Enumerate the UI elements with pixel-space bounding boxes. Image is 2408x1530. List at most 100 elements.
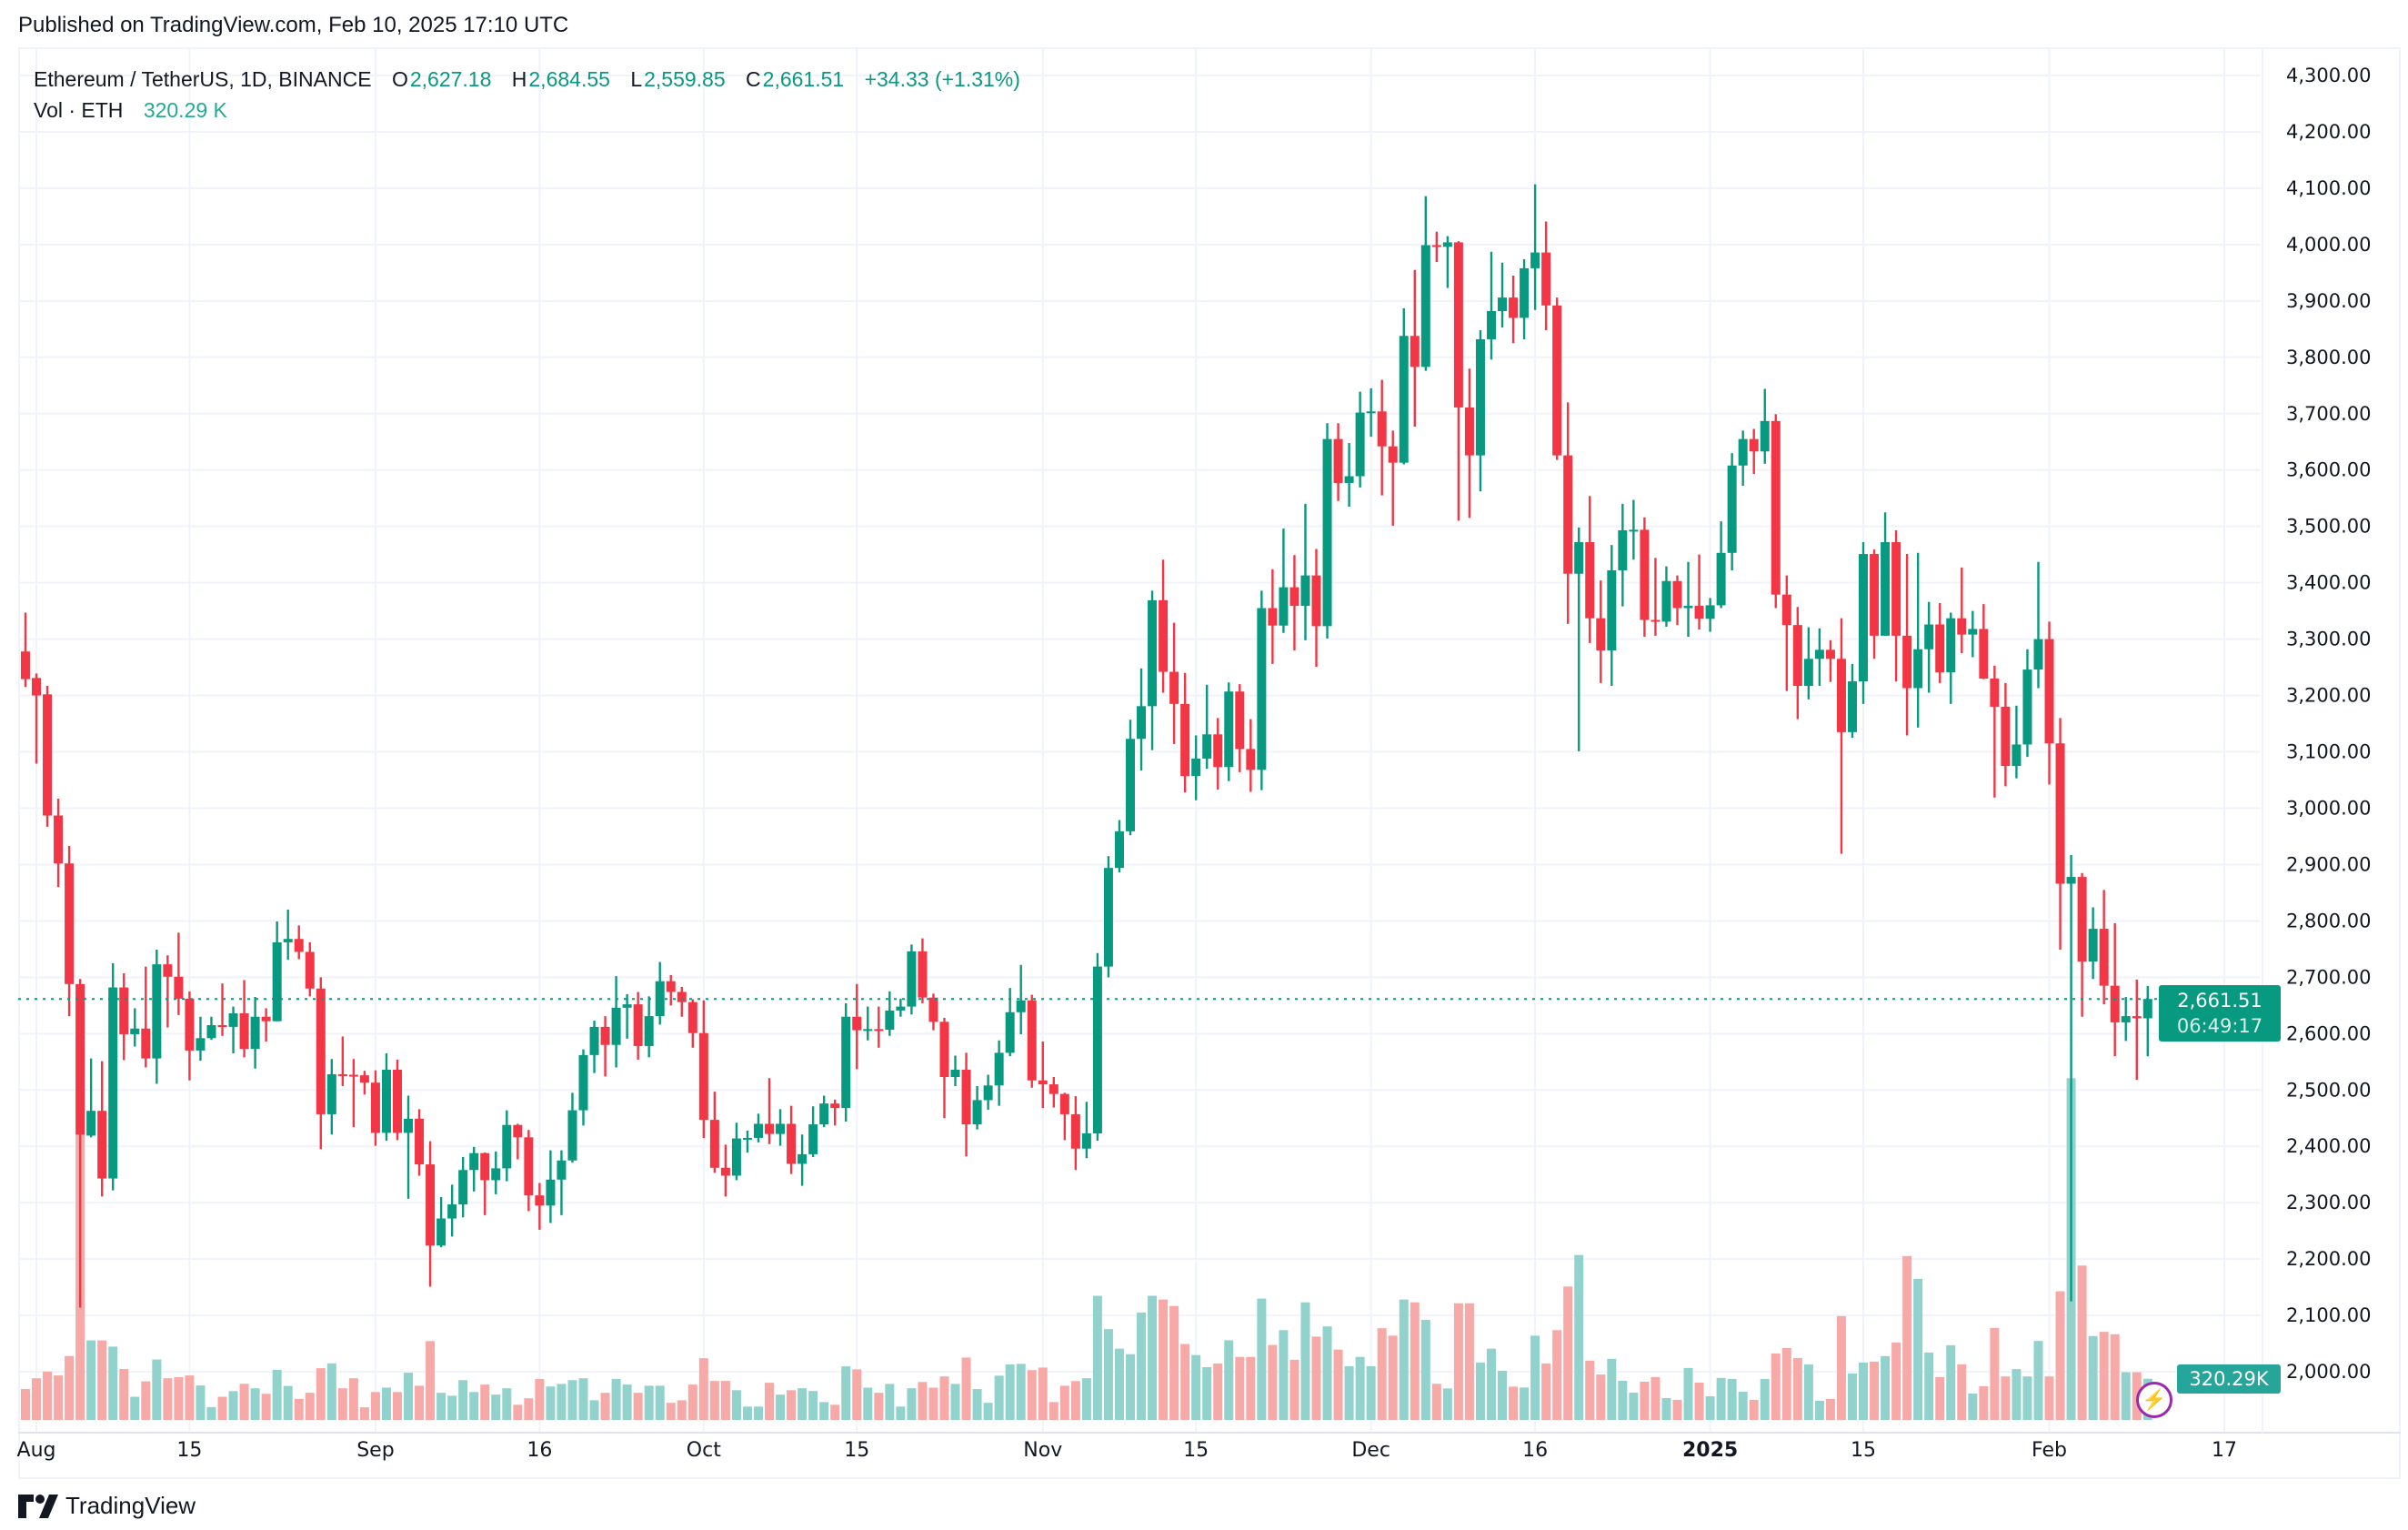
candle[interactable] [567,1092,577,1163]
candle[interactable] [787,1105,797,1174]
candle[interactable] [1070,1096,1080,1171]
candle[interactable] [1574,527,1584,751]
candle[interactable] [1727,453,1737,571]
candle[interactable] [600,1016,610,1077]
candle[interactable] [1979,604,1989,679]
candle[interactable] [1563,402,1573,624]
candle[interactable] [1935,602,1945,683]
candle[interactable] [687,999,697,1048]
candle[interactable] [1760,388,1770,464]
candle[interactable] [458,1157,468,1218]
candle[interactable] [1650,558,1661,636]
candle[interactable] [1366,388,1376,438]
candle[interactable] [65,845,75,1017]
candle[interactable] [250,997,260,1069]
candle[interactable] [1038,1041,1048,1109]
candle[interactable] [185,991,195,1081]
candle[interactable] [535,1183,545,1230]
candle[interactable] [644,996,654,1058]
candle[interactable] [1453,241,1463,521]
candle[interactable] [1081,1102,1091,1159]
candle[interactable] [1289,555,1299,650]
candle[interactable] [1213,718,1223,790]
candle[interactable] [1180,672,1190,793]
candle[interactable] [731,1122,741,1181]
candle[interactable] [1092,952,1102,1142]
candle[interactable] [239,980,249,1058]
candle[interactable] [907,944,917,1015]
candle[interactable] [666,974,676,1006]
candle[interactable] [1048,1077,1059,1108]
candle[interactable] [1410,269,1420,428]
candle[interactable] [1716,521,1726,609]
candle[interactable] [863,1006,873,1041]
candle[interactable] [283,910,293,961]
candle[interactable] [753,1113,763,1142]
candle[interactable] [698,1000,708,1138]
candle[interactable] [1825,639,1835,682]
candle[interactable] [513,1123,523,1160]
candle[interactable] [381,1053,391,1142]
candle[interactable] [1246,719,1256,792]
candle[interactable] [1103,856,1113,978]
candle[interactable] [152,949,162,1084]
candle[interactable] [272,921,282,1022]
candle[interactable] [1705,598,1715,632]
candle[interactable] [86,1058,96,1138]
candle[interactable] [1300,503,1310,640]
candle[interactable] [75,979,85,1308]
candle[interactable] [392,1059,402,1141]
candle[interactable] [546,1150,556,1223]
candle[interactable] [174,932,184,1015]
candle[interactable] [316,977,326,1150]
candle[interactable] [1016,964,1026,1034]
candle[interactable] [1279,528,1289,633]
candle[interactable] [1191,735,1201,800]
candle[interactable] [1420,196,1430,371]
candle[interactable] [1224,682,1234,781]
candle[interactable] [1520,258,1530,339]
candle[interactable] [841,1002,851,1122]
candle[interactable] [1585,496,1595,643]
candle[interactable] [1957,567,1967,654]
candle[interactable] [808,1106,818,1158]
candle[interactable] [1475,330,1485,492]
candle[interactable] [896,998,906,1017]
candle[interactable] [1738,430,1748,487]
candle[interactable] [918,938,928,1003]
candle[interactable] [1596,580,1606,683]
candle[interactable] [819,1095,829,1128]
candle[interactable] [1148,590,1158,750]
candle[interactable] [337,1036,347,1086]
candle[interactable] [1792,607,1802,720]
candle[interactable] [1629,499,1639,560]
candle[interactable] [874,1006,884,1048]
candle[interactable] [557,1150,567,1215]
candle[interactable] [1169,622,1179,744]
candle[interactable] [415,1109,425,1176]
tradingview-logo[interactable]: TradingView [18,1492,196,1520]
candle[interactable] [1990,665,2000,798]
lightning-icon[interactable]: ⚡ [2136,1382,2172,1418]
candle[interactable] [20,612,30,688]
candle[interactable] [1322,423,1332,639]
candle[interactable] [163,955,173,1028]
candle[interactable] [1683,561,1693,638]
candle[interactable] [97,1061,107,1197]
candle[interactable] [1059,1092,1069,1141]
candle[interactable] [622,993,632,1039]
candle[interactable] [2099,890,2109,1005]
candle[interactable] [1847,663,1857,739]
candle[interactable] [1618,503,1628,607]
candle[interactable] [426,1141,436,1287]
candle[interactable] [961,1052,971,1157]
candle[interactable] [2012,705,2022,779]
candle[interactable] [1498,262,1508,327]
candle[interactable] [1870,549,1880,659]
candle[interactable] [1442,236,1452,288]
candle[interactable] [2142,985,2152,1057]
candle[interactable] [578,1049,588,1126]
candle[interactable] [852,983,862,1070]
candle[interactable] [2077,872,2087,1017]
